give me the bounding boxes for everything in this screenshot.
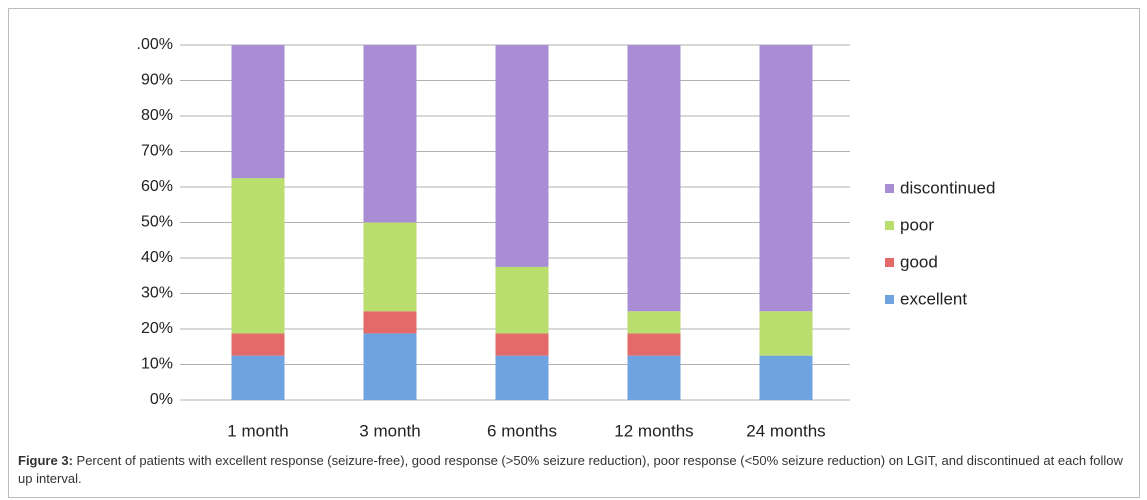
legend-label: poor [900, 215, 934, 234]
legend-swatch [885, 221, 894, 230]
frame [8, 8, 1140, 498]
y-tick-label: 60% [141, 178, 173, 195]
y-tick-label: 80% [141, 107, 173, 124]
bar-segment [627, 45, 681, 312]
x-tick-label: 3 month [359, 421, 420, 440]
legend-label: discontinued [900, 178, 995, 197]
bar-segment [231, 178, 285, 334]
y-tick-label: 30% [141, 285, 173, 302]
y-tick-label: 90% [141, 72, 173, 89]
bar-segment [627, 333, 681, 356]
bar-segment [363, 222, 417, 312]
x-tick-label: 1 month [227, 421, 288, 440]
caption-text: Percent of patients with excellent respo… [18, 453, 1123, 486]
bar-segment [759, 311, 813, 356]
bar-segment [231, 45, 285, 179]
caption-label: Figure 3: [18, 453, 73, 468]
bar-segment [231, 355, 285, 400]
x-tick-label: 24 months [746, 421, 825, 440]
bar-segment [363, 311, 417, 334]
bar-segment [363, 45, 417, 223]
bar-segment [759, 45, 813, 312]
y-tick-label: 0% [150, 391, 173, 408]
y-tick-label: 50% [141, 214, 173, 231]
legend-swatch [885, 295, 894, 304]
bar-segment [231, 333, 285, 356]
bar-segment [759, 355, 813, 400]
legend-label: excellent [900, 289, 967, 308]
legend-swatch [885, 184, 894, 193]
bar-segment [495, 266, 549, 334]
bar-segment [495, 333, 549, 356]
y-tick-label: 70% [141, 143, 173, 160]
bar-segment [363, 333, 417, 400]
y-tick-label: 20% [141, 320, 173, 337]
y-tick-label: 40% [141, 249, 173, 266]
bar-segment [627, 311, 681, 334]
bar-segment [495, 45, 549, 267]
legend-swatch [885, 258, 894, 267]
legend-label: good [900, 252, 938, 271]
caption: Figure 3: Percent of patients with excel… [18, 452, 1133, 488]
bar-segment [627, 355, 681, 400]
x-tick-label: 6 months [487, 421, 557, 440]
y-tick-label: .00% [137, 36, 173, 53]
bar-segment [495, 355, 549, 400]
x-tick-label: 12 months [614, 421, 693, 440]
y-tick-label: 10% [141, 356, 173, 373]
